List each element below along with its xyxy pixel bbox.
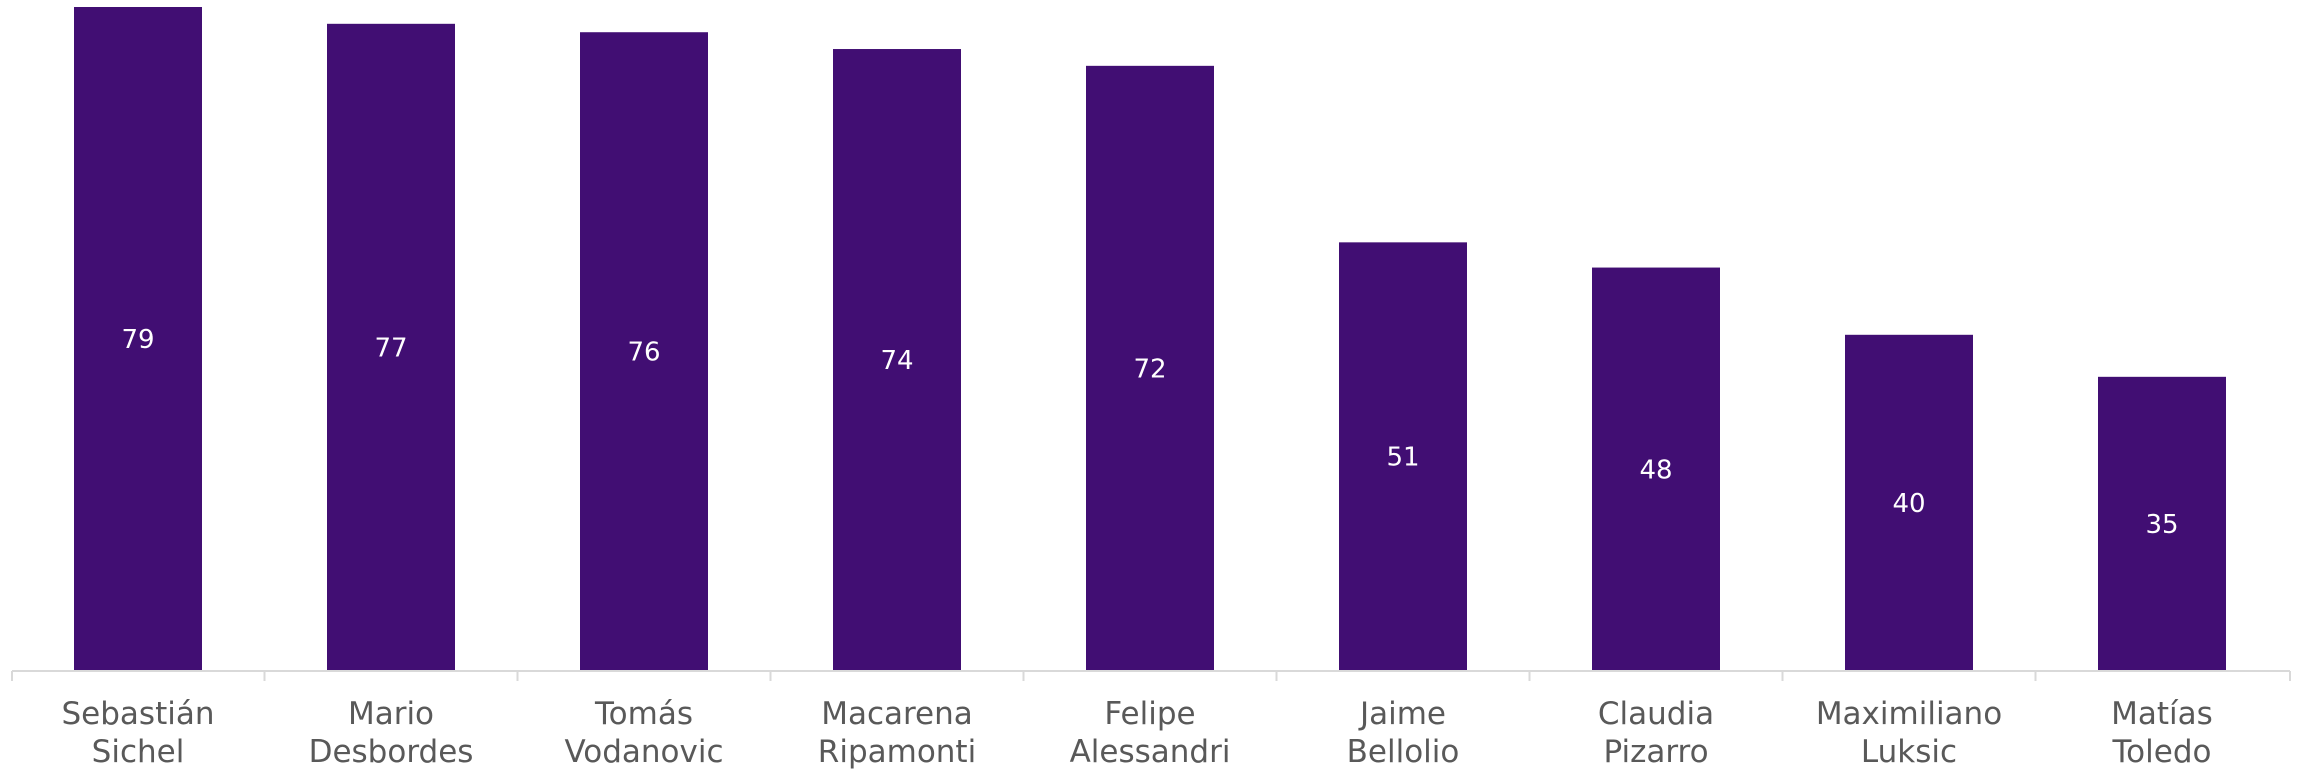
bar-8 xyxy=(2098,376,2226,671)
data-label-0: 79 xyxy=(121,325,154,355)
bar-6 xyxy=(1592,267,1720,671)
x-tick-label-7-line-0: Maximiliano xyxy=(1816,696,2002,732)
x-tick-label-6-line-1: Pizarro xyxy=(1603,734,1708,769)
x-tick-label-3-line-0: Macarena xyxy=(821,696,973,732)
bars-group xyxy=(74,7,2226,672)
data-labels-group: 79 77 76 74 72 51 48 40 35 xyxy=(121,325,2178,540)
x-tick-label-5: Jaime Bellolio xyxy=(1347,696,1460,769)
x-tick-label-5-line-0: Jaime xyxy=(1358,696,1446,732)
data-label-4: 72 xyxy=(1133,354,1166,384)
x-tick-label-5-line-1: Bellolio xyxy=(1347,734,1460,769)
x-tick-label-8-line-0: Matías xyxy=(2111,696,2213,732)
x-tick-label-1-line-1: Desbordes xyxy=(309,734,474,769)
x-tick-label-2-line-1: Vodanovic xyxy=(564,734,723,769)
x-tick-label-0-line-0: Sebastián xyxy=(62,696,215,732)
x-tick-label-4-line-1: Alessandri xyxy=(1070,734,1231,769)
x-tick-label-2: Tomás Vodanovic xyxy=(564,696,723,769)
bar-7 xyxy=(1845,334,1973,671)
x-axis-tick-labels-group: Sebastián Sichel Mario Desbordes Tomás Vodano… xyxy=(62,696,2213,769)
x-tick-label-4-line-0: Felipe xyxy=(1104,696,1195,732)
x-tick-label-7: Maximiliano Luksic xyxy=(1816,696,2002,769)
bar-1 xyxy=(327,23,455,672)
x-tick-label-6-line-0: Claudia xyxy=(1598,696,1714,732)
x-tick-label-7-line-1: Luksic xyxy=(1861,734,1957,769)
x-tick-label-0-line-1: Sichel xyxy=(92,734,185,769)
x-tick-label-3-line-1: Ripamonti xyxy=(818,734,976,769)
data-label-3: 74 xyxy=(880,346,913,376)
x-tick-label-8-line-1: Toledo xyxy=(2112,734,2212,769)
x-tick-label-2-line-0: Tomás xyxy=(594,696,693,732)
x-tick-label-3: Macarena Ripamonti xyxy=(818,696,976,769)
data-label-6: 48 xyxy=(1639,455,1672,485)
bar-5 xyxy=(1339,242,1467,671)
bar-2 xyxy=(580,32,708,671)
x-tick-label-1: Mario Desbordes xyxy=(309,696,474,769)
x-tick-label-1-line-0: Mario xyxy=(348,696,434,732)
bar-3 xyxy=(833,49,961,671)
x-tick-label-4: Felipe Alessandri xyxy=(1070,696,1231,769)
x-axis-ticks-group xyxy=(11,671,2291,681)
data-label-2: 76 xyxy=(627,338,660,368)
data-label-5: 51 xyxy=(1386,443,1419,473)
data-label-8: 35 xyxy=(2145,510,2178,540)
data-label-7: 40 xyxy=(1892,489,1925,519)
x-tick-label-8: Matías Toledo xyxy=(2111,696,2213,769)
x-tick-label-0: Sebastián Sichel xyxy=(62,696,215,769)
bar-0 xyxy=(74,7,202,671)
x-tick-label-6: Claudia Pizarro xyxy=(1598,696,1714,769)
bar-4 xyxy=(1086,65,1214,671)
data-label-1: 77 xyxy=(374,333,407,363)
